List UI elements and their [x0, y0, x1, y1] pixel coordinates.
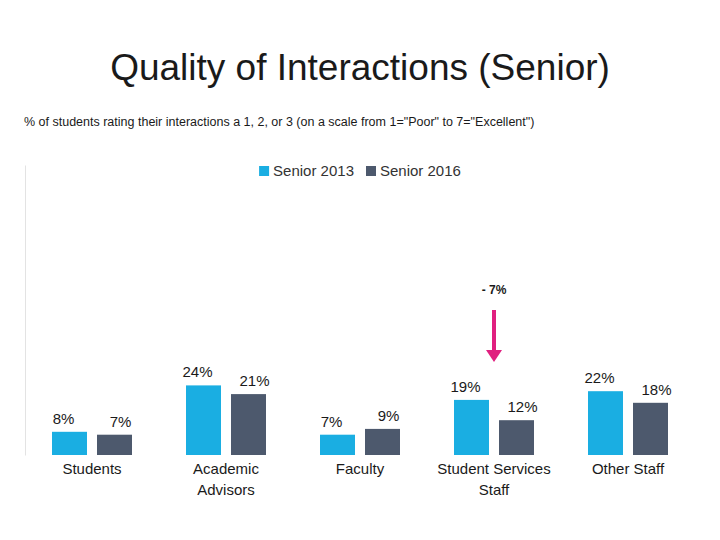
x-tick-label-line: Staff	[479, 481, 510, 498]
x-tick-label-line: Students	[62, 460, 121, 477]
x-tick-label: Faculty	[336, 460, 385, 477]
legend-label: Senior 2016	[380, 162, 461, 179]
x-tick: Faculty	[336, 455, 385, 477]
bar	[365, 429, 400, 455]
bar	[320, 435, 355, 455]
bar	[52, 432, 87, 455]
bar	[97, 435, 132, 455]
chart: Quality of Interactions (Senior) % of stu…	[0, 0, 720, 540]
annotation: - 7%	[482, 283, 507, 297]
x-tick-label-line: Other Staff	[592, 460, 665, 477]
y-axis-line	[25, 166, 26, 456]
x-tick-label: Other Staff	[592, 460, 665, 477]
bar	[454, 400, 489, 455]
data-label: 9%	[378, 407, 400, 424]
x-tick: Academic Advisors	[193, 455, 259, 498]
annotation-arrow-shaft	[492, 310, 496, 352]
data-label: 22%	[584, 369, 614, 386]
x-tick-label: Academic Advisors	[193, 460, 259, 499]
data-label: 21%	[239, 372, 269, 389]
x-tick: Students	[62, 455, 121, 477]
subtitle: % of students rating their interactions …	[24, 115, 534, 129]
bars	[52, 385, 668, 455]
x-tick-label: Students	[62, 460, 121, 477]
legend: Senior 2013 Senior 2016	[259, 162, 461, 179]
data-label: 12%	[507, 398, 537, 415]
data-labels: 8% 24% 7% 19% 22% 7% 21% 9% 12% 18%	[53, 363, 672, 429]
legend-item: Senior 2013	[259, 162, 354, 179]
x-axis: Students Academic Advisors Faculty Student S…	[62, 455, 665, 498]
bar	[633, 403, 668, 455]
y-axis	[25, 166, 26, 456]
x-tick: Student Services Staff	[437, 455, 550, 498]
x-tick-label-line: Advisors	[197, 481, 255, 498]
annotations: - 7%	[482, 283, 507, 362]
data-label: 24%	[182, 363, 212, 380]
data-label: 8%	[53, 410, 75, 427]
data-label: 7%	[110, 413, 132, 430]
bar	[588, 391, 623, 455]
x-tick-label-line: Student Services	[437, 460, 550, 477]
legend-label: Senior 2013	[273, 162, 354, 179]
plot: Students Academic Advisors Faculty Student S…	[26, 166, 672, 499]
data-label: 18%	[641, 381, 671, 398]
x-tick-label-line: Faculty	[336, 460, 385, 477]
x-tick-label: Student Services Staff	[437, 460, 550, 499]
legend-item: Senior 2016	[366, 162, 461, 179]
bar	[186, 385, 221, 455]
annotation-arrow-head	[486, 350, 502, 362]
title: Quality of Interactions (Senior)	[110, 47, 610, 88]
legend-swatch	[259, 166, 269, 176]
data-label: 19%	[450, 378, 480, 395]
legend-swatch	[366, 166, 376, 176]
data-label: 7%	[321, 413, 343, 430]
bar	[499, 420, 534, 455]
x-tick: Other Staff	[592, 455, 665, 477]
bar	[231, 394, 266, 455]
x-tick-label-line: Academic	[193, 460, 259, 477]
